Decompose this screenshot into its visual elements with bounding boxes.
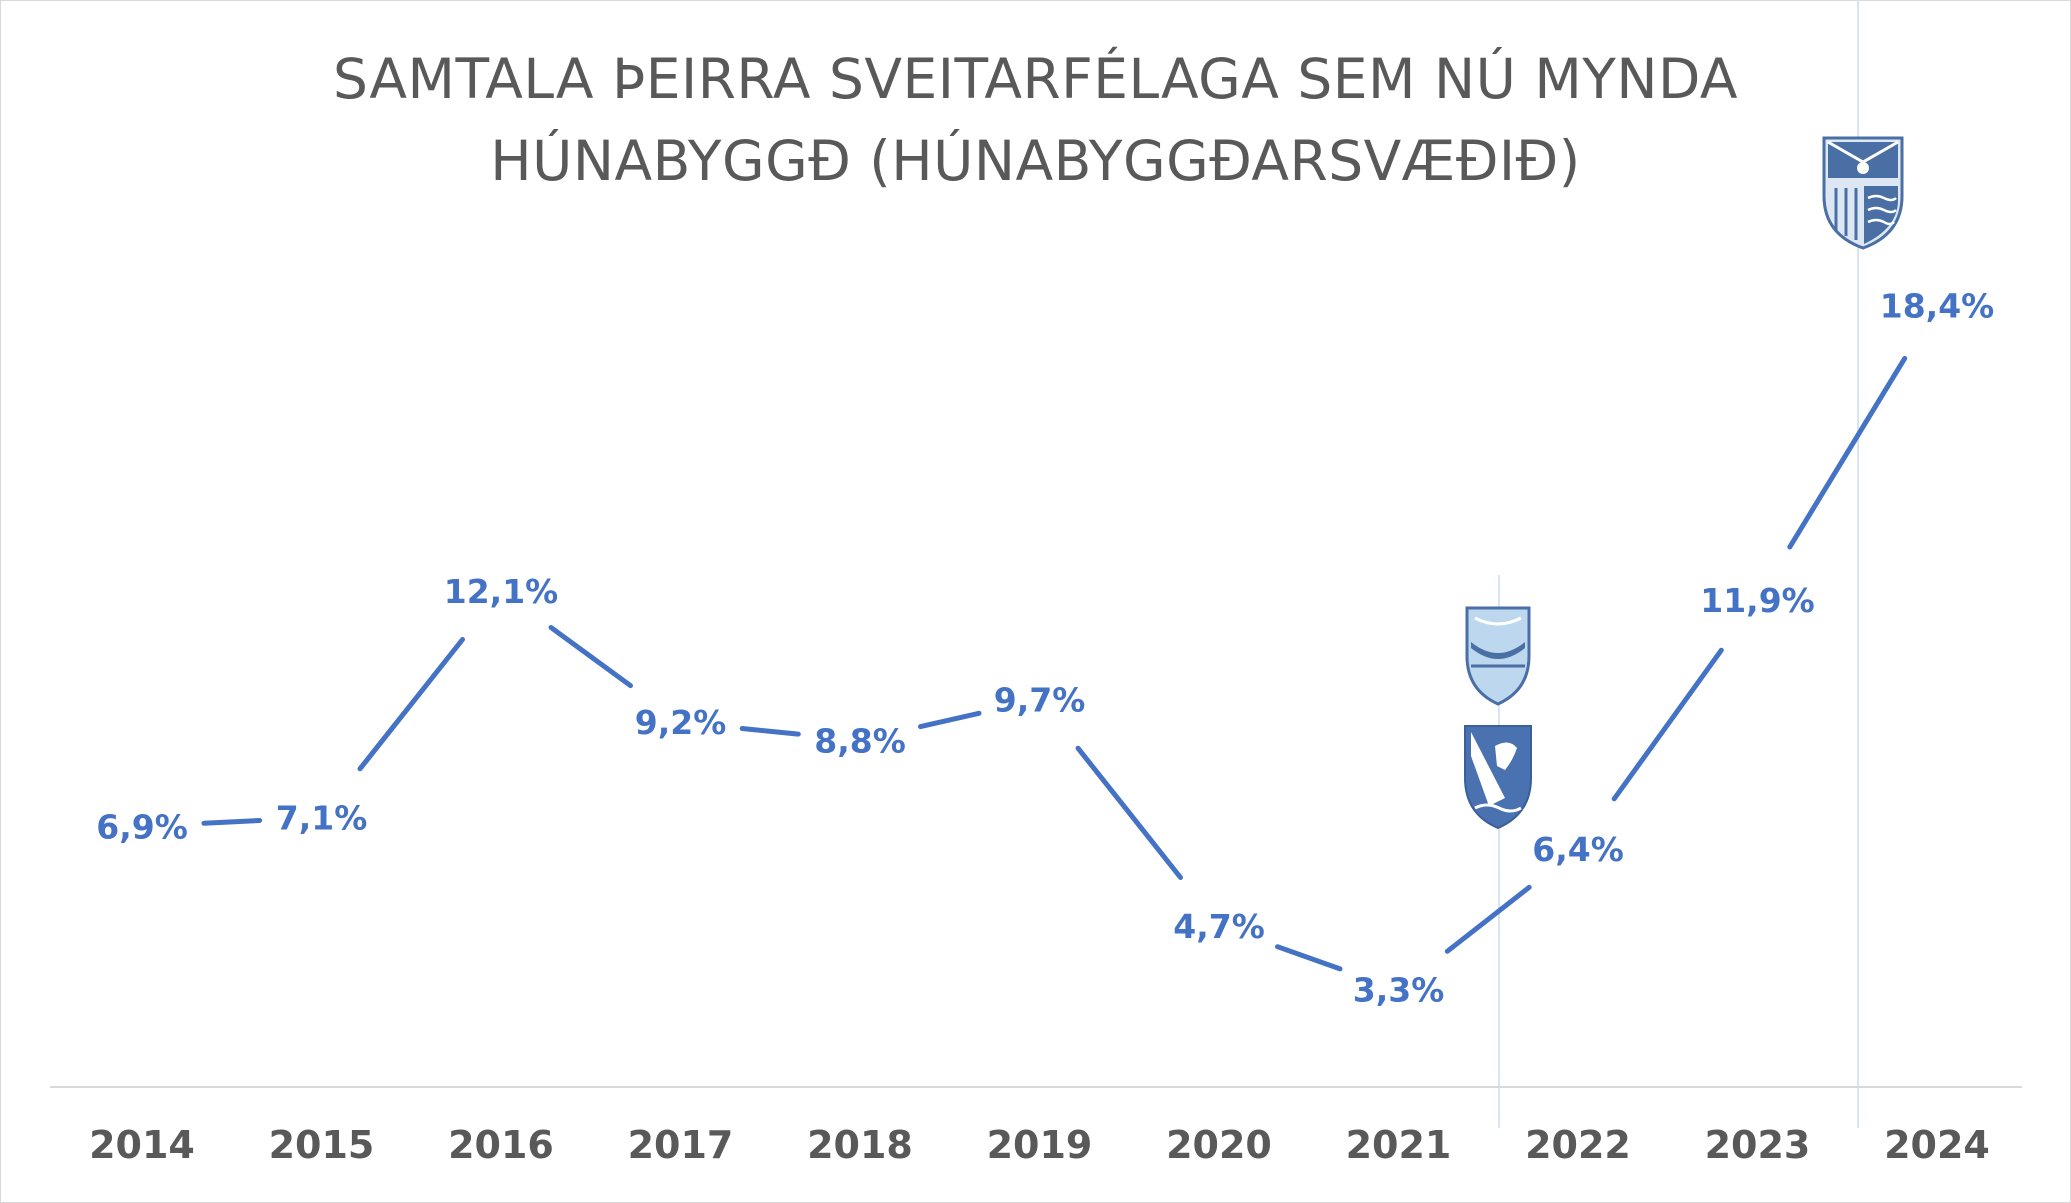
- series-line-segment: [1787, 355, 1908, 550]
- x-tick-label: 2024: [1884, 1123, 1990, 1167]
- series-line-segment: [739, 726, 801, 737]
- chart-title-line-2: HÚNABYGGÐ (HÚNABYGGÐARSVÆÐIÐ): [490, 129, 1581, 193]
- series-line-segment: [1275, 944, 1343, 972]
- crest-falcon-icon: [1464, 725, 1532, 830]
- data-label: 6,4%: [1532, 830, 1624, 869]
- merger-marker-lines: [1498, 0, 1860, 1128]
- data-label: 11,9%: [1700, 581, 1815, 620]
- x-tick-label: 2018: [807, 1123, 913, 1167]
- series-line: [201, 355, 1908, 972]
- x-tick-label: 2017: [628, 1123, 734, 1167]
- data-labels: 6,9% 7,1% 12,1% 9,2% 8,8% 9,7% 4,7% 3,3% 6,4% 11,…: [96, 286, 1994, 1009]
- data-label: 4,7%: [1173, 907, 1265, 946]
- data-label: 9,2%: [635, 703, 727, 742]
- crest-hunabyggd-icon: [1822, 136, 1904, 250]
- series-line-segment: [918, 710, 982, 730]
- chart-title: SAMTALA ÞEIRRA SVEITARFÉLAGA SEM NÚ MYND…: [0, 38, 2071, 202]
- x-tick-label: 2015: [269, 1123, 375, 1167]
- data-label: 6,9%: [96, 807, 188, 846]
- series-line-segment: [1075, 745, 1183, 880]
- series-line-segment: [1611, 647, 1724, 802]
- series-line-segment: [201, 818, 263, 826]
- series-line-segment: [1444, 884, 1532, 954]
- data-label: 8,8%: [814, 721, 906, 760]
- data-label: 3,3%: [1353, 971, 1445, 1010]
- x-tick-label: 2023: [1705, 1123, 1811, 1167]
- chart-title-line-1: SAMTALA ÞEIRRA SVEITARFÉLAGA SEM NÚ MYND…: [332, 47, 1739, 111]
- x-tick-label: 2020: [1166, 1123, 1272, 1167]
- data-label: 18,4%: [1880, 286, 1995, 325]
- series-line-segment: [548, 625, 633, 689]
- data-label: 7,1%: [276, 798, 368, 837]
- x-tick-label: 2014: [89, 1123, 195, 1167]
- x-tick-label: 2022: [1525, 1123, 1631, 1167]
- x-tick-labels: 2014 2015 2016 2017 2018 2019 2020 2021 2022 2023…: [89, 1123, 1990, 1167]
- series-line-segment: [357, 637, 465, 772]
- x-tick-label: 2021: [1346, 1123, 1452, 1167]
- x-tick-label: 2019: [987, 1123, 1093, 1167]
- data-label: 12,1%: [444, 572, 559, 611]
- crest-light-blue-icon: [1465, 606, 1531, 706]
- x-tick-label: 2016: [448, 1123, 554, 1167]
- data-label: 9,7%: [994, 681, 1086, 720]
